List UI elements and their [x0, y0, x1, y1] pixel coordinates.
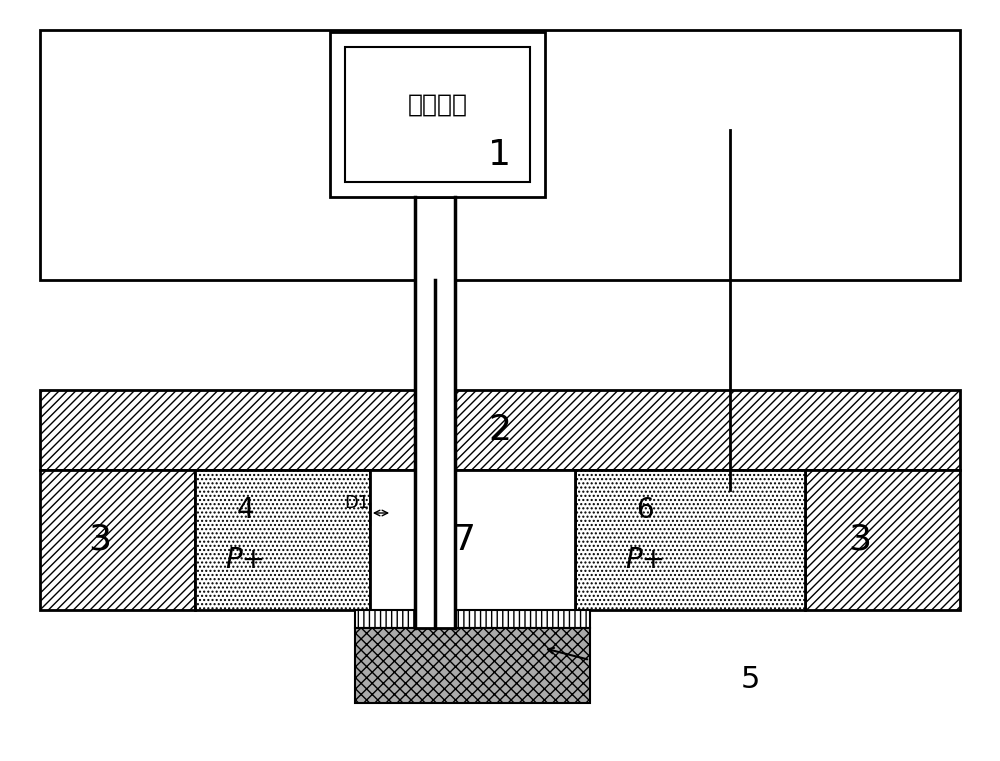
Bar [370, 470, 575, 610]
Bar [345, 47, 530, 182]
Text: 3: 3 [848, 523, 872, 557]
Bar [355, 628, 590, 703]
Bar [575, 470, 805, 610]
Bar [330, 32, 545, 197]
Text: 4: 4 [236, 496, 254, 524]
Text: P+: P+ [225, 546, 265, 574]
Text: P+: P+ [625, 546, 665, 574]
Text: D1: D1 [344, 494, 370, 512]
Text: 钓位电路: 钓位电路 [408, 93, 468, 116]
Text: 3: 3 [88, 523, 112, 557]
Bar [40, 470, 195, 610]
Bar [40, 390, 960, 470]
Text: 1: 1 [488, 138, 512, 172]
Bar [355, 610, 590, 628]
Bar [195, 470, 370, 610]
Text: 6: 6 [636, 496, 654, 524]
Bar [40, 30, 960, 280]
Text: 7: 7 [454, 523, 477, 557]
Text: 2: 2 [488, 413, 512, 447]
Text: 5: 5 [740, 666, 760, 695]
Bar [805, 470, 960, 610]
Bar [415, 197, 455, 628]
